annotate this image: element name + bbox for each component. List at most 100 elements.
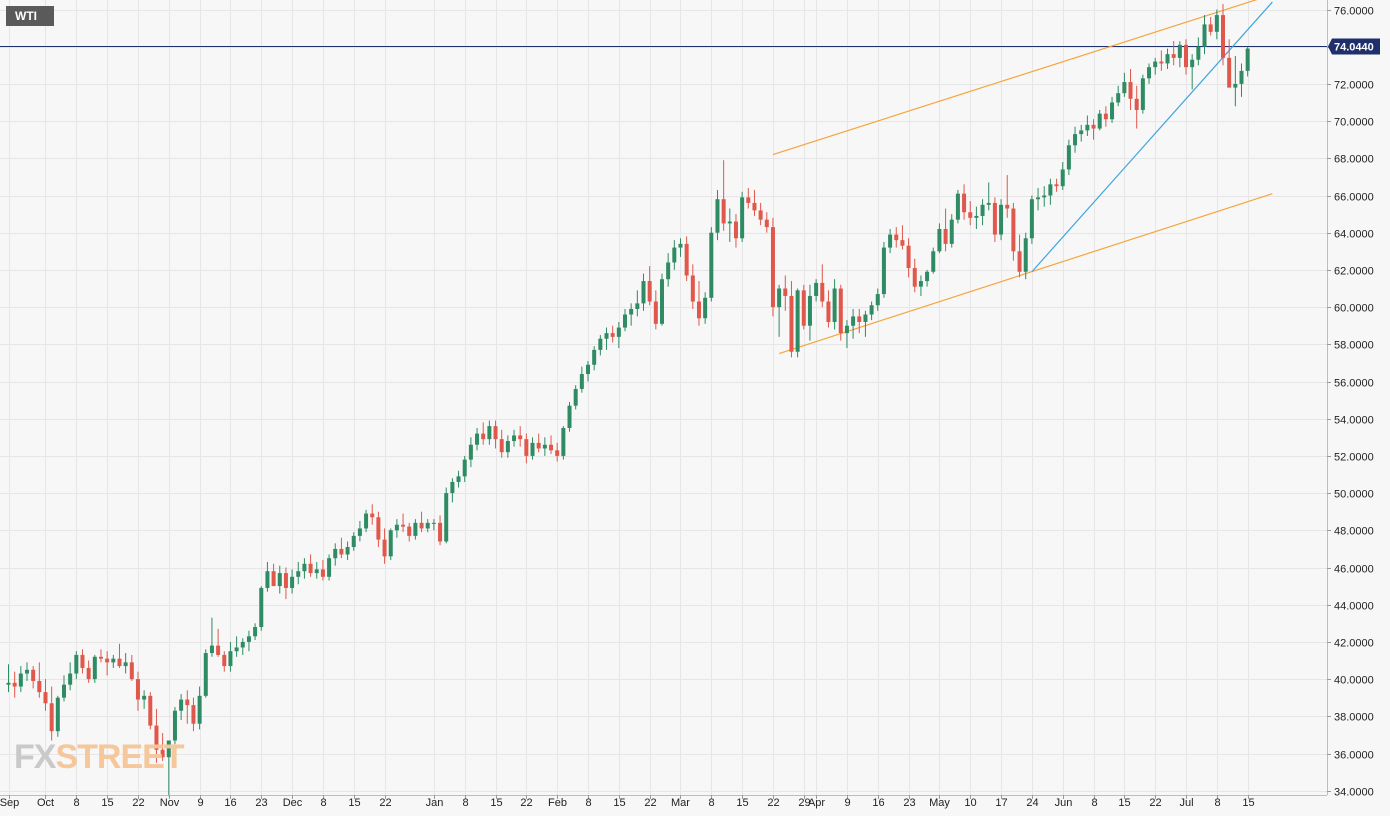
candle-body — [1214, 15, 1219, 32]
candle-body — [992, 202, 997, 235]
candle — [727, 208, 732, 242]
candle-body — [419, 522, 424, 529]
candle-body — [777, 288, 782, 308]
candle-body — [462, 459, 467, 477]
candle — [314, 561, 319, 579]
candle-body — [1134, 98, 1139, 110]
candle-body — [111, 658, 116, 663]
candle-body — [197, 695, 202, 724]
candle — [1227, 39, 1232, 88]
candle — [376, 511, 381, 548]
x-tick-label: May — [929, 797, 950, 809]
candle — [542, 437, 547, 456]
candle — [18, 666, 23, 693]
candle-body — [240, 641, 245, 648]
candle — [826, 290, 831, 328]
candle-body — [635, 303, 640, 309]
candle-body — [894, 234, 899, 241]
candle-body — [154, 725, 159, 750]
candle-body — [758, 210, 763, 220]
watermark-part-2: STREET — [55, 738, 184, 776]
candle — [86, 660, 91, 683]
candle — [105, 651, 110, 676]
candle-body — [333, 548, 338, 559]
candle-body — [549, 444, 554, 451]
candle — [172, 707, 177, 745]
candle-body — [160, 749, 165, 758]
candle — [912, 258, 917, 293]
candle — [918, 275, 923, 296]
candle — [111, 654, 116, 668]
x-tick-label: 15 — [490, 797, 502, 809]
candle — [493, 420, 498, 449]
candle — [635, 290, 640, 317]
candle — [481, 422, 486, 445]
candle — [561, 426, 566, 460]
candle — [1202, 15, 1207, 55]
candle — [394, 519, 399, 538]
candle — [758, 202, 763, 226]
candle-body — [832, 288, 837, 322]
candle — [573, 385, 578, 410]
candle — [733, 214, 738, 248]
candle — [271, 563, 276, 587]
x-tick-label: 15 — [101, 797, 113, 809]
candle — [475, 428, 480, 451]
watermark-part-1: FX — [14, 738, 56, 776]
candles-layer — [6, 3, 1250, 797]
candle-body — [6, 682, 11, 685]
candle-body — [518, 435, 523, 440]
candle — [1140, 74, 1145, 114]
candle — [598, 335, 603, 356]
candle-body — [1208, 24, 1213, 32]
candle-body — [814, 282, 819, 296]
candle — [197, 686, 202, 730]
candle-body — [407, 526, 412, 536]
candle-body — [746, 197, 751, 203]
candle-body — [1110, 102, 1115, 120]
candle-body — [444, 493, 449, 542]
candle-body — [968, 212, 973, 218]
candle — [179, 693, 184, 721]
candle-body — [666, 262, 671, 280]
candle-body — [203, 653, 208, 696]
candle — [1171, 41, 1176, 66]
x-tick-label: 29 — [798, 797, 810, 809]
candle-body — [931, 251, 936, 272]
candle — [1128, 69, 1133, 110]
x-tick-label: Sep — [0, 797, 19, 809]
candle-body — [1060, 169, 1065, 187]
candle-body — [542, 444, 547, 449]
candle — [185, 690, 190, 724]
candle — [586, 361, 591, 382]
candle — [696, 281, 701, 326]
candle — [1159, 50, 1164, 71]
candle — [949, 214, 954, 248]
candle — [444, 487, 449, 544]
candle — [1005, 175, 1010, 218]
candle-body — [425, 522, 430, 529]
candle — [407, 522, 412, 542]
candle — [863, 310, 868, 337]
x-tick-label: 22 — [132, 797, 144, 809]
candle-body — [875, 294, 880, 306]
candle — [148, 692, 153, 730]
candle-body — [314, 569, 319, 574]
candle-body — [265, 571, 270, 588]
candle-body — [888, 234, 893, 248]
x-tick-label: 23 — [903, 797, 915, 809]
candle-body — [277, 573, 282, 587]
candle-body — [1190, 59, 1195, 68]
ticker-badge[interactable]: WTI — [6, 6, 54, 26]
candle-body — [61, 684, 66, 698]
candle-body — [598, 338, 603, 350]
x-tick-label: Dec — [283, 797, 303, 809]
candle-body — [1103, 113, 1108, 120]
candle — [327, 554, 332, 581]
candle — [450, 478, 455, 503]
candle-body — [555, 450, 560, 456]
candle — [98, 649, 103, 663]
candle-body — [68, 673, 73, 685]
candle — [1208, 16, 1213, 36]
candle-body — [351, 535, 356, 548]
